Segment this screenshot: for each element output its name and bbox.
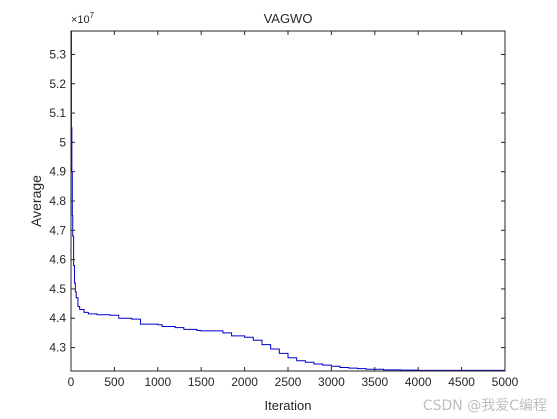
x-tick-label: 4500 [448,375,475,389]
y-tick-label: 4.8 [49,194,66,208]
y-tick-label: 5.1 [49,106,66,120]
y-tick-label: 5.2 [49,77,66,91]
y-tick-label: 4.7 [49,223,66,237]
x-tick-label: 1500 [188,375,215,389]
x-tick-label: 3000 [318,375,345,389]
y-tick-label: 5 [59,135,66,149]
y-tick-label: 4.4 [49,311,66,325]
x-tick-label: 1000 [144,375,171,389]
y-tick-label: 5.3 [49,47,66,61]
x-tick-label: 500 [104,375,124,389]
x-tick-label: 0 [68,375,75,389]
y-tick-label: 4.9 [49,165,66,179]
series-line [70,30,505,371]
x-tick-label: 4000 [405,375,432,389]
y-axis-exponent: ×107 [71,11,95,26]
chart-title: VAGWO [264,11,313,26]
y-tick-label: 4.5 [49,282,66,296]
y-axis-exponent-power: 7 [90,11,95,20]
x-tick-label: 3500 [361,375,388,389]
y-tick-label: 4.6 [49,253,66,267]
x-tick-label: 2000 [231,375,258,389]
y-axis-exponent-base: ×10 [71,14,90,26]
x-axis-label: Iteration [265,398,312,413]
y-tick-label: 4.3 [49,341,66,355]
x-tick-label: 2500 [275,375,302,389]
watermark: CSDN @我爱C编程 [422,398,547,414]
y-axis-label: Average [28,175,44,227]
x-tick-label: 5000 [492,375,519,389]
